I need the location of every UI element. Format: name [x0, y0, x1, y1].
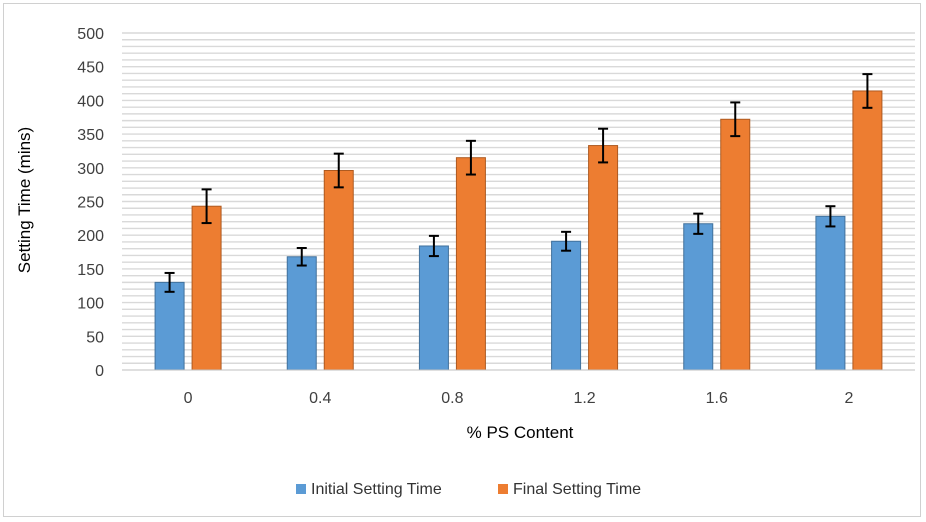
y-axis-title: Setting Time (mins) [15, 127, 34, 273]
bar-initial-0 [154, 281, 185, 371]
bar-initial-3 [551, 240, 582, 371]
bar-final-1 [323, 169, 354, 371]
bar-final-4 [720, 118, 751, 371]
y-tick-label: 500 [77, 26, 104, 43]
x-tick-label: 1.6 [706, 390, 728, 407]
y-tick-label: 450 [77, 60, 104, 77]
bar-initial-4 [683, 223, 714, 371]
legend-swatch-initial [296, 484, 306, 494]
bars [154, 90, 883, 371]
x-tick-label: 2 [844, 390, 853, 407]
y-tick-label: 0 [95, 363, 104, 380]
y-tick-label: 400 [77, 93, 104, 110]
y-tick-label: 200 [77, 228, 104, 245]
legend-label-final: Final Setting Time [513, 481, 641, 498]
error-bars [164, 73, 873, 293]
y-tick-label: 150 [77, 262, 104, 279]
bar-final-2 [455, 157, 486, 371]
gridlines [122, 32, 915, 364]
bar-final-0 [191, 205, 222, 371]
bar-initial-5 [815, 215, 846, 371]
y-tick-label: 350 [77, 127, 104, 144]
x-tick-label: 0.4 [309, 390, 331, 407]
x-tick-label: 0.8 [441, 390, 463, 407]
legend-label-initial: Initial Setting Time [311, 481, 442, 498]
y-tick-label: 50 [86, 329, 104, 346]
y-tick-label: 100 [77, 296, 104, 313]
legend: Initial Setting Time Final Setting Time [296, 481, 641, 498]
x-axis-ticks: 0 0.4 0.8 1.2 1.6 2 [184, 390, 854, 407]
x-tick-label: 0 [184, 390, 193, 407]
x-tick-label: 1.2 [573, 390, 595, 407]
bar-final-3 [588, 145, 619, 371]
bar-initial-1 [286, 256, 317, 371]
y-tick-label: 250 [77, 195, 104, 212]
bar-final-5 [852, 90, 883, 371]
legend-swatch-final [498, 484, 508, 494]
y-axis-ticks: 0 50 100 150 200 250 300 350 400 450 500 [77, 26, 104, 380]
bar-initial-2 [418, 245, 449, 371]
x-axis-title: % PS Content [467, 423, 574, 442]
y-tick-label: 300 [77, 161, 104, 178]
